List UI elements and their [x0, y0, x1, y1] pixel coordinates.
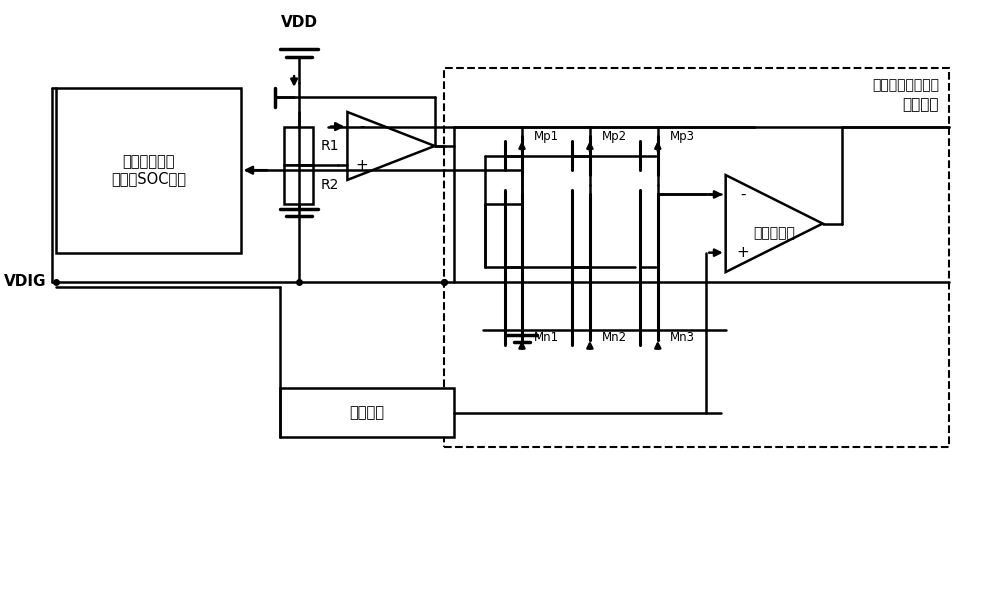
Text: +: +	[737, 245, 749, 260]
Text: R2: R2	[320, 178, 339, 192]
Text: Mp2: Mp2	[602, 130, 627, 143]
Text: 工作状态检测电路: 工作状态检测电路	[872, 78, 939, 92]
Text: Mn2: Mn2	[602, 332, 627, 345]
FancyBboxPatch shape	[284, 126, 313, 166]
FancyBboxPatch shape	[284, 166, 313, 204]
Text: 基准电压: 基准电压	[903, 97, 939, 112]
Text: Mp3: Mp3	[669, 130, 694, 143]
Text: 亚阈值区工作
的数字SOC电路: 亚阈值区工作 的数字SOC电路	[111, 154, 186, 186]
Text: -: -	[740, 187, 746, 202]
Text: R1: R1	[320, 139, 339, 153]
Text: VDD: VDD	[280, 15, 317, 29]
FancyBboxPatch shape	[280, 389, 454, 437]
Text: Mn1: Mn1	[534, 332, 559, 345]
Text: Mp1: Mp1	[534, 130, 559, 143]
FancyBboxPatch shape	[56, 88, 241, 252]
Text: +: +	[356, 158, 368, 173]
Text: -: -	[359, 119, 365, 134]
Text: VDIG: VDIG	[4, 274, 47, 289]
Text: Mn3: Mn3	[669, 332, 694, 345]
Text: 频率比较器: 频率比较器	[753, 226, 795, 240]
Text: 时钟模块: 时钟模块	[349, 405, 384, 420]
